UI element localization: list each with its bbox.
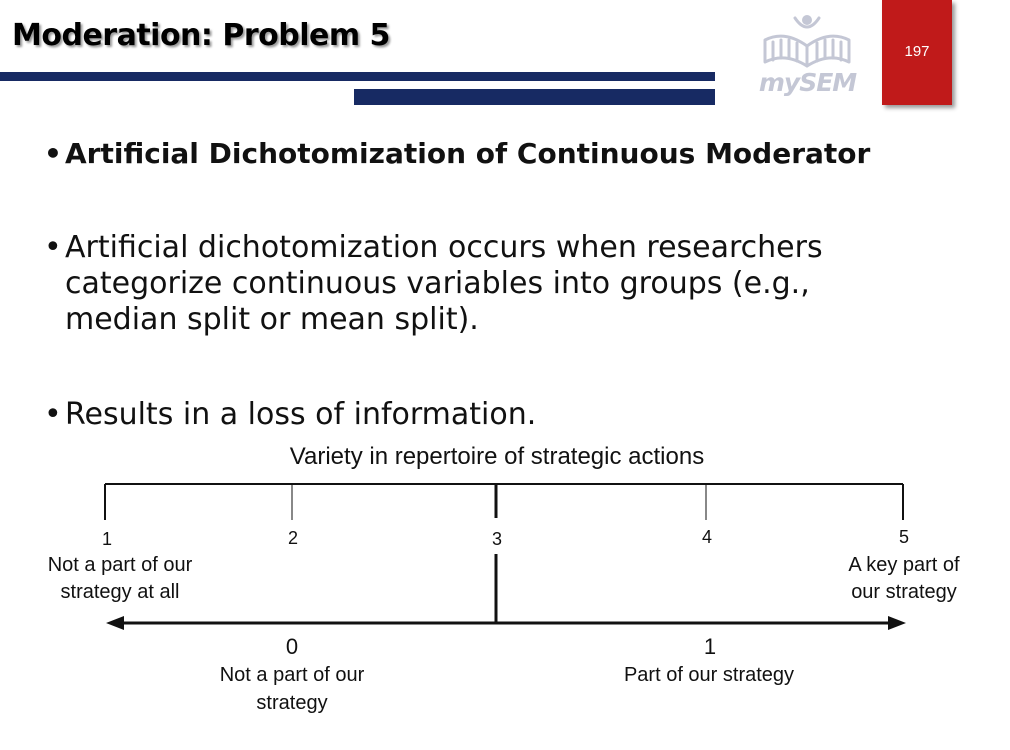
diagram-title: Variety in repertoire of strategic actio…	[290, 443, 704, 470]
slide-title: Moderation: Problem 5	[12, 18, 390, 53]
bullet-dot: •	[44, 230, 62, 265]
scale-label-1: 1	[102, 529, 112, 549]
group-0-label-line-1: Not a part of our	[220, 664, 365, 686]
scale-label-2: 2	[288, 528, 298, 548]
bullet-definition-line-1: Artificial dichotomization occurs when r…	[65, 230, 823, 265]
bullet-dot: •	[44, 137, 62, 170]
right-anchor-line-2: our strategy	[851, 581, 957, 603]
bullet-definition-line-2: categorize continuous variables into gro…	[65, 266, 810, 301]
right-anchor-line-1: A key part of	[848, 554, 960, 576]
scale-label-4: 4	[702, 527, 712, 547]
left-anchor-line-1: Not a part of our	[48, 554, 193, 576]
title-rule-top	[0, 72, 715, 81]
bullet-consequence-text: Results in a loss of information.	[65, 397, 537, 432]
page-number: 197	[904, 43, 930, 60]
logo-wordmark: mySEM	[758, 68, 857, 97]
group-code-0: 0	[286, 634, 298, 659]
scale-label-5: 5	[899, 527, 909, 547]
mysem-logo: mySEM	[755, 10, 860, 100]
dichotomization-diagram: Variety in repertoire of strategic actio…	[48, 443, 960, 714]
bullet-definition-line-3: median split or mean split).	[65, 302, 479, 337]
group-1-label: Part of our strategy	[624, 664, 794, 686]
axis-arrow-left	[106, 616, 124, 630]
group-0-label-line-2: strategy	[256, 692, 327, 714]
bullet-dot: •	[44, 397, 62, 432]
bullet-heading-text: Artificial Dichotomization of Continuous…	[65, 137, 871, 170]
axis-arrow-right	[888, 616, 906, 630]
title-rule-bottom	[354, 89, 715, 105]
page-number-badge: 197	[882, 0, 952, 105]
scale-label-3: 3	[492, 529, 502, 549]
group-code-1: 1	[704, 634, 716, 659]
left-anchor-line-2: strategy at all	[61, 581, 180, 603]
